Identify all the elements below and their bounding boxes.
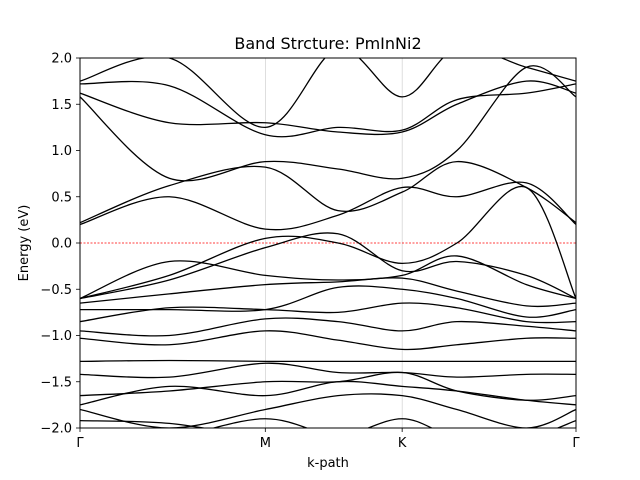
x-tick-label: Γ bbox=[572, 436, 580, 451]
band-line bbox=[80, 80, 576, 138]
y-tick-label: 1.0 bbox=[51, 144, 72, 159]
y-tick-label: 2.0 bbox=[51, 52, 72, 67]
y-axis-label: Energy (eV) bbox=[17, 205, 32, 282]
band-line bbox=[80, 362, 576, 379]
y-tick-label: −2.0 bbox=[40, 422, 72, 437]
band-line bbox=[80, 160, 576, 224]
band-line bbox=[80, 277, 576, 308]
chart-title: Band Strcture: PmInNi2 bbox=[234, 34, 421, 53]
y-axis-ticks: −2.0 −1.5 −1.0 −0.5 0.0 0.5 1.0 1.5 2.0 bbox=[40, 52, 80, 437]
y-tick-label: 0.0 bbox=[51, 237, 72, 252]
y-tick-label: −1.0 bbox=[40, 329, 72, 344]
y-tick-label: −0.5 bbox=[40, 283, 72, 298]
band-line bbox=[80, 330, 576, 351]
x-tick-label: K bbox=[398, 436, 407, 451]
band-line bbox=[80, 181, 576, 231]
band-line bbox=[80, 418, 576, 428]
band-line bbox=[80, 65, 576, 182]
band-line bbox=[80, 80, 576, 136]
band-line bbox=[80, 285, 576, 318]
band-line bbox=[80, 317, 576, 337]
band-line bbox=[80, 255, 576, 300]
x-axis-label: k-path bbox=[307, 456, 349, 471]
bands bbox=[80, 58, 576, 428]
y-tick-label: 0.5 bbox=[51, 190, 72, 205]
band-line bbox=[80, 232, 576, 300]
band-line bbox=[80, 359, 576, 363]
band-line bbox=[80, 302, 576, 324]
x-tick-label: Γ bbox=[76, 436, 84, 451]
band-line bbox=[80, 58, 576, 129]
band-line bbox=[80, 380, 576, 406]
x-tick-label: M bbox=[260, 436, 271, 451]
y-tick-label: −1.5 bbox=[40, 375, 72, 390]
band-line bbox=[80, 371, 576, 401]
y-tick-label: 1.5 bbox=[51, 98, 72, 113]
